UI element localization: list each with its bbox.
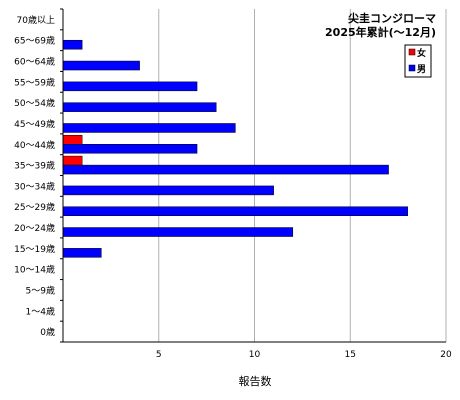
y-tick-labels: 70歳以上 65～69歳 60～64歳 55～59歳 50～54歳 45～49歳 40～44… — [14, 14, 55, 338]
bar-male — [62, 102, 217, 112]
grid — [158, 9, 447, 342]
bar-male — [62, 60, 140, 71]
y-tick-label: 5～9歳 — [26, 284, 55, 296]
legend-swatch-male — [408, 64, 416, 72]
bar-female — [62, 155, 83, 166]
axes — [60, 8, 446, 343]
y-tick-label: 50～54歳 — [14, 97, 55, 109]
y-tick-label: 40～44歳 — [14, 139, 55, 151]
bar-female — [62, 135, 83, 145]
chart-title-line-1: 尖圭コンジローマ — [348, 11, 436, 25]
y-tick-label: 35～39歳 — [14, 160, 55, 172]
bar-male — [62, 81, 198, 92]
bar-male — [62, 123, 236, 133]
y-tick-label: 55～59歳 — [14, 76, 55, 88]
legend-label-female: 女 — [417, 47, 426, 59]
legend-swatch-female — [408, 48, 416, 56]
y-tick-label: 45～49歳 — [14, 118, 55, 130]
y-tick-label: 70歳以上 — [17, 14, 55, 26]
bar-male — [62, 227, 294, 237]
y-tick-label: 15～19歳 — [14, 243, 55, 255]
y-tick-label: 30～34歳 — [14, 180, 55, 192]
legend: 女 男 — [404, 44, 432, 78]
bar-male — [62, 185, 274, 196]
y-tick-label: 65～69歳 — [14, 35, 55, 47]
y-tick-label: 1～4歳 — [26, 305, 55, 317]
x-tick-label: 5 — [156, 350, 162, 360]
bar-male — [62, 164, 389, 175]
y-tick-label: 0歳 — [40, 326, 55, 338]
y-tick-label: 25～29歳 — [14, 201, 55, 213]
bars — [62, 39, 408, 258]
bar-male — [62, 248, 102, 258]
chart-title-line-2: 2025年累計(～12月) — [325, 25, 436, 39]
y-tick-label: 60～64歳 — [14, 56, 55, 68]
x-tick-labels: 5 10 15 20 — [156, 350, 452, 360]
y-tick-label: 20～24歳 — [14, 222, 55, 234]
x-tick-label: 15 — [345, 350, 356, 360]
bar-male — [62, 39, 83, 50]
bar-male — [62, 206, 408, 216]
legend-label-male: 男 — [417, 64, 426, 75]
x-axis-label: 報告数 — [239, 375, 272, 388]
y-tick-label: 10～14歳 — [14, 264, 55, 276]
bar-male — [62, 144, 198, 154]
x-tick-label: 10 — [249, 350, 261, 360]
x-tick-label: 20 — [440, 350, 452, 360]
